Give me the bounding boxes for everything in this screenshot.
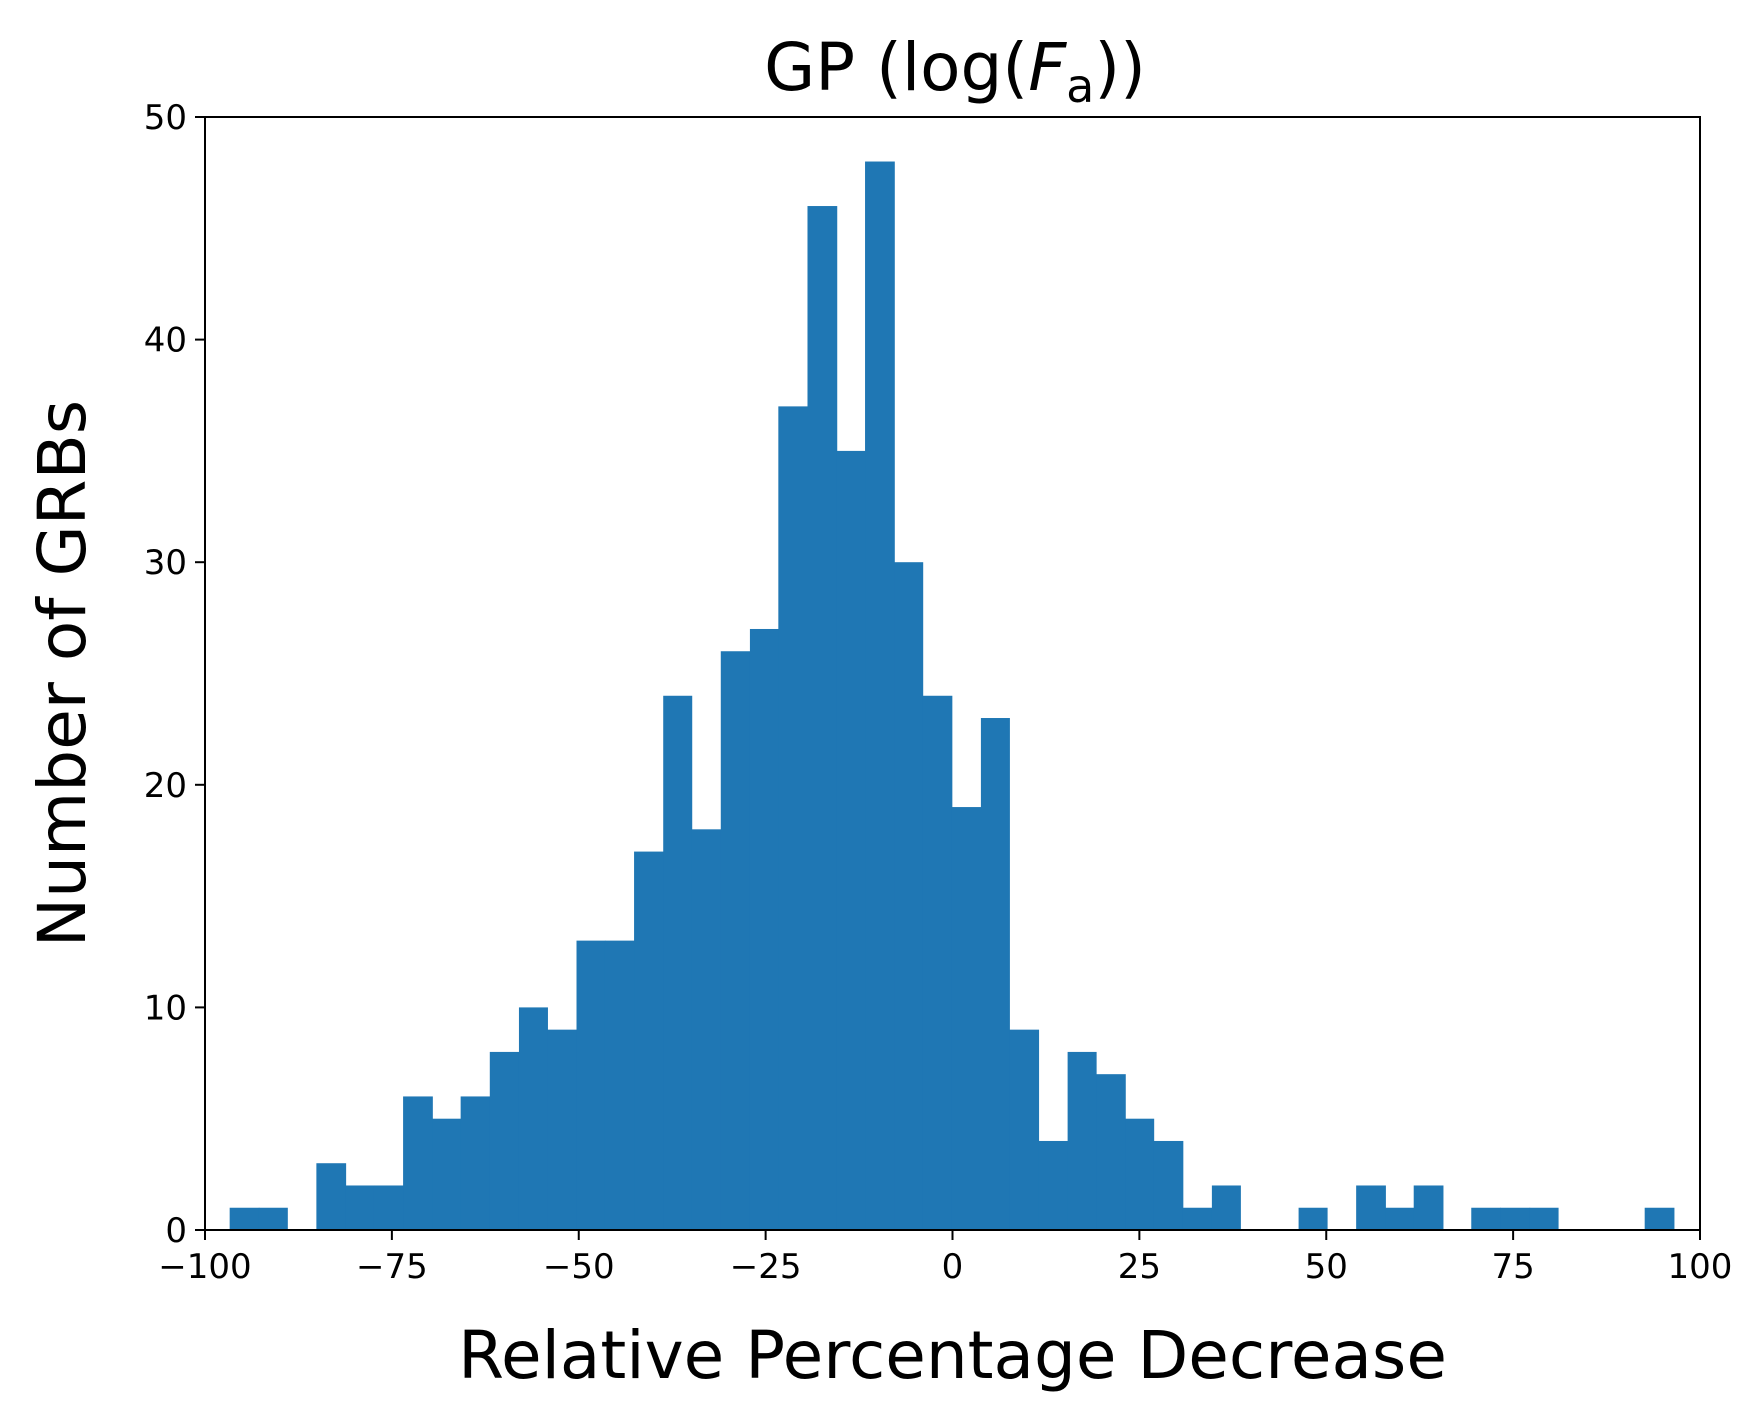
histogram-bar — [865, 161, 895, 1230]
histogram-bar — [576, 940, 606, 1230]
histogram-bar — [1413, 1185, 1444, 1230]
histogram-bar — [980, 718, 1010, 1230]
y-tick-label: 10 — [144, 988, 187, 1028]
x-tick-label: −100 — [158, 1247, 251, 1287]
histogram-bar — [634, 851, 664, 1230]
y-tick-label: 40 — [144, 321, 187, 361]
histogram-bar — [778, 406, 809, 1230]
chart-title-variable: F — [1028, 29, 1067, 106]
histogram-bar — [460, 1096, 491, 1230]
chart-title-suffix: )) — [1094, 29, 1146, 106]
histogram-bar — [489, 1051, 520, 1230]
x-tick-label: −25 — [730, 1247, 802, 1287]
chart-title-subscript: a — [1066, 59, 1094, 113]
histogram-bar — [1211, 1185, 1241, 1230]
histogram-bar — [373, 1185, 404, 1230]
histogram-bar — [1644, 1207, 1675, 1230]
x-tick-label: 100 — [1668, 1247, 1733, 1287]
y-tick-label: 0 — [165, 1211, 187, 1251]
histogram-bar — [547, 1029, 578, 1230]
y-tick-label: 20 — [144, 766, 187, 806]
histogram-bar — [1153, 1140, 1184, 1230]
chart-title: GP (log(Fa)) — [764, 29, 1146, 113]
histogram-bars — [229, 161, 1675, 1231]
y-tick-label: 50 — [144, 98, 187, 138]
x-axis-ticks: −100 −75 −50 −25 0 25 50 75 100 — [158, 1230, 1732, 1287]
y-axis-label: Number of GRBs — [24, 400, 101, 947]
x-axis-label: Relative Percentage Decrease — [458, 1317, 1447, 1394]
x-tick-label: 75 — [1491, 1247, 1534, 1287]
histogram-bar — [1009, 1029, 1040, 1230]
x-tick-label: 0 — [942, 1247, 964, 1287]
x-tick-label: −50 — [543, 1247, 615, 1287]
histogram-bar — [1529, 1207, 1559, 1230]
x-tick-label: 50 — [1305, 1247, 1348, 1287]
histogram-bar — [1356, 1185, 1386, 1230]
histogram-bar — [1298, 1207, 1328, 1230]
histogram-bar — [1182, 1207, 1213, 1230]
histogram-bar — [1125, 1118, 1155, 1230]
histogram-bar — [345, 1185, 375, 1230]
histogram-bar — [604, 940, 635, 1230]
histogram-bar — [229, 1207, 260, 1230]
histogram-bar — [316, 1163, 347, 1230]
histogram-bar — [258, 1207, 288, 1230]
histogram-bar — [951, 807, 982, 1230]
x-tick-label: 25 — [1118, 1247, 1161, 1287]
histogram-bar — [518, 1007, 548, 1230]
histogram-bar — [922, 695, 953, 1230]
y-axis-ticks: 0 10 20 30 40 50 — [144, 98, 205, 1251]
histogram-bar — [1385, 1207, 1415, 1230]
histogram-bar — [836, 450, 866, 1230]
histogram-bar — [663, 695, 693, 1230]
histogram-bar — [1471, 1207, 1502, 1230]
histogram-bar — [403, 1096, 433, 1230]
histogram-bar — [1038, 1140, 1069, 1230]
histogram-bar — [691, 829, 722, 1230]
histogram-bar — [720, 651, 751, 1230]
histogram-bar — [432, 1118, 462, 1230]
histogram-bar — [894, 562, 924, 1230]
chart-title-prefix: GP (log( — [764, 29, 1028, 106]
histogram-bar — [749, 628, 779, 1230]
histogram-bar — [1096, 1074, 1126, 1230]
x-tick-label: −75 — [356, 1247, 428, 1287]
histogram-bar — [1067, 1051, 1097, 1230]
histogram-bar — [1500, 1207, 1531, 1230]
histogram-bar — [807, 206, 838, 1231]
y-tick-label: 30 — [144, 543, 187, 583]
